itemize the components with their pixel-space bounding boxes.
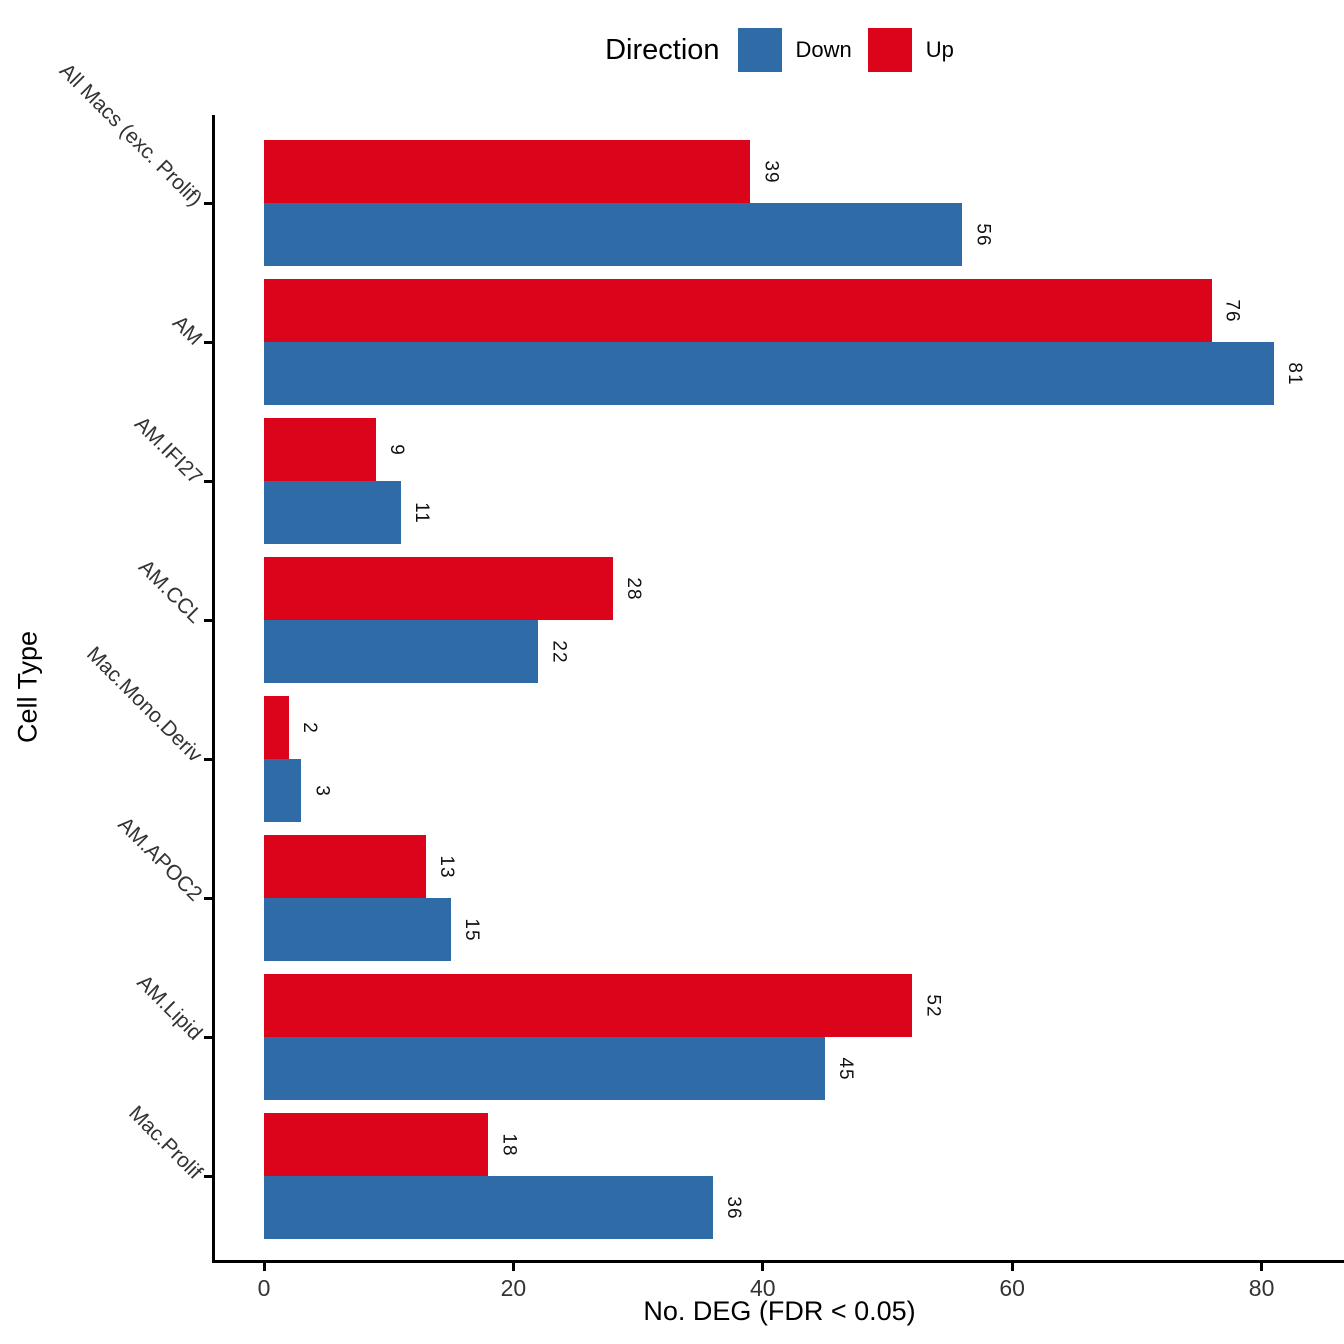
bar-value-down-all-macs-exc-prolif: 56 — [972, 222, 994, 247]
legend-label-down: Down — [795, 37, 852, 62]
y-tick-mark — [204, 896, 212, 900]
bar-value-up-all-macs-exc-prolif: 39 — [760, 159, 782, 184]
bar-down-am-lipid — [264, 1037, 826, 1100]
bar-down-am-apoc2 — [264, 898, 452, 961]
y-tick-mark — [204, 201, 212, 205]
bar-value-down-am-lipid: 45 — [835, 1056, 857, 1081]
bar-up-am-ccl — [264, 557, 614, 620]
bar-up-am-apoc2 — [264, 835, 427, 898]
bar-value-up-am-lipid: 52 — [922, 993, 944, 1018]
bar-up-all-macs-exc-prolif — [264, 140, 751, 203]
x-tick-mark — [511, 1263, 515, 1271]
legend-items: Down Up — [737, 28, 954, 72]
bar-value-up-am-ifi27: 9 — [386, 443, 408, 456]
legend-item-down: Down — [737, 28, 852, 72]
legend-swatch-down — [737, 28, 782, 72]
x-axis-title: No. DEG (FDR < 0.05) — [643, 1296, 916, 1326]
y-tick-mark — [204, 340, 212, 344]
bar-value-up-mac-prolif: 18 — [498, 1132, 520, 1157]
legend-swatch-up — [867, 28, 912, 72]
x-axis-line — [212, 1260, 1344, 1263]
legend: Direction Down Up — [215, 26, 1344, 74]
y-tick-mark — [204, 757, 212, 761]
x-tick-label: 20 — [500, 1275, 527, 1301]
bar-value-up-mac-mono-deriv: 2 — [298, 721, 320, 734]
bar-value-up-am: 76 — [1221, 298, 1243, 323]
bar-up-am-lipid — [264, 974, 913, 1037]
x-tick-label: 80 — [1248, 1275, 1275, 1301]
bar-up-am — [264, 279, 1212, 342]
bar-value-down-am-ccl: 22 — [548, 639, 570, 664]
x-tick-label: 60 — [999, 1275, 1025, 1301]
x-tick-mark — [1010, 1263, 1014, 1271]
legend-label-up: Up — [925, 37, 954, 62]
bar-down-am-ccl — [264, 620, 539, 683]
bar-value-down-mac-prolif: 36 — [722, 1195, 744, 1220]
bar-down-mac-mono-deriv — [264, 759, 302, 822]
y-tick-mark — [204, 618, 212, 622]
x-tick-mark — [1260, 1263, 1264, 1271]
y-axis-line — [212, 115, 215, 1263]
bar-value-down-am-ifi27: 11 — [411, 501, 433, 524]
bar-down-am-ifi27 — [264, 481, 402, 544]
y-category-label-mac-prolif: Mac.Prolif — [124, 1101, 207, 1184]
bar-value-down-am-apoc2: 15 — [461, 917, 483, 942]
y-tick-mark — [204, 1035, 212, 1039]
y-tick-mark — [204, 479, 212, 483]
bar-down-am — [264, 342, 1275, 405]
x-tick-mark — [262, 1263, 266, 1271]
y-tick-mark — [204, 1174, 212, 1178]
legend-title: Direction — [605, 33, 720, 66]
x-tick-label: 0 — [257, 1275, 271, 1301]
x-tick-label: 40 — [750, 1275, 776, 1301]
legend-item-up: Up — [867, 28, 954, 72]
bar-up-mac-mono-deriv — [264, 696, 289, 759]
bar-value-up-am-apoc2: 13 — [436, 854, 458, 879]
bar-down-all-macs-exc-prolif — [264, 203, 963, 266]
bar-value-down-mac-mono-deriv: 3 — [311, 784, 333, 797]
bar-up-mac-prolif — [264, 1113, 489, 1176]
bar-down-mac-prolif — [264, 1176, 713, 1239]
bar-value-down-am: 81 — [1284, 361, 1306, 386]
bar-up-am-ifi27 — [264, 418, 377, 481]
x-tick-mark — [761, 1263, 765, 1271]
bar-value-up-am-ccl: 28 — [623, 576, 645, 601]
